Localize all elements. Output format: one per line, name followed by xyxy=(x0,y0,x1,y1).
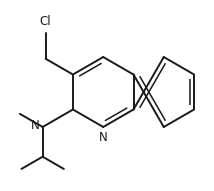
Text: N: N xyxy=(99,131,108,144)
Text: Cl: Cl xyxy=(40,15,52,28)
Text: N: N xyxy=(30,119,39,132)
